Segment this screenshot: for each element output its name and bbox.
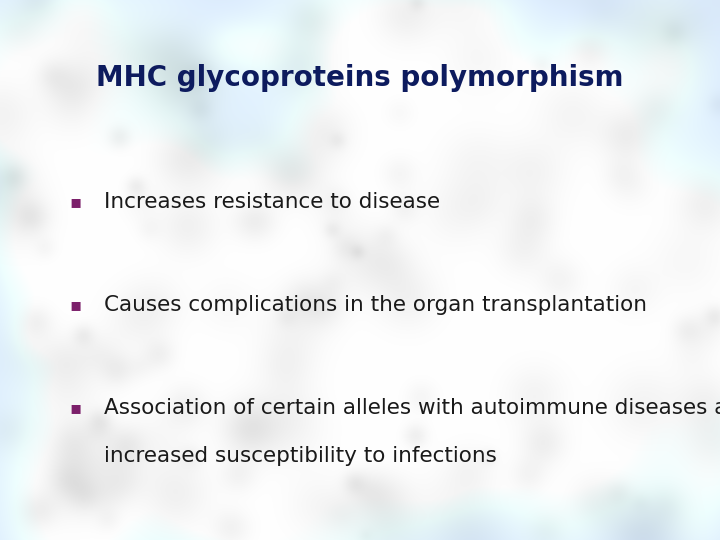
Text: Causes complications in the organ transplantation: Causes complications in the organ transp… bbox=[104, 295, 647, 315]
Text: Association of certain alleles with autoimmune diseases and: Association of certain alleles with auto… bbox=[104, 397, 720, 418]
Text: ▪: ▪ bbox=[69, 399, 82, 417]
Text: increased susceptibility to infections: increased susceptibility to infections bbox=[104, 446, 498, 467]
Text: Increases resistance to disease: Increases resistance to disease bbox=[104, 192, 441, 213]
Text: MHC glycoproteins polymorphism: MHC glycoproteins polymorphism bbox=[96, 64, 624, 92]
Text: ▪: ▪ bbox=[69, 296, 82, 314]
Text: ▪: ▪ bbox=[69, 193, 82, 212]
